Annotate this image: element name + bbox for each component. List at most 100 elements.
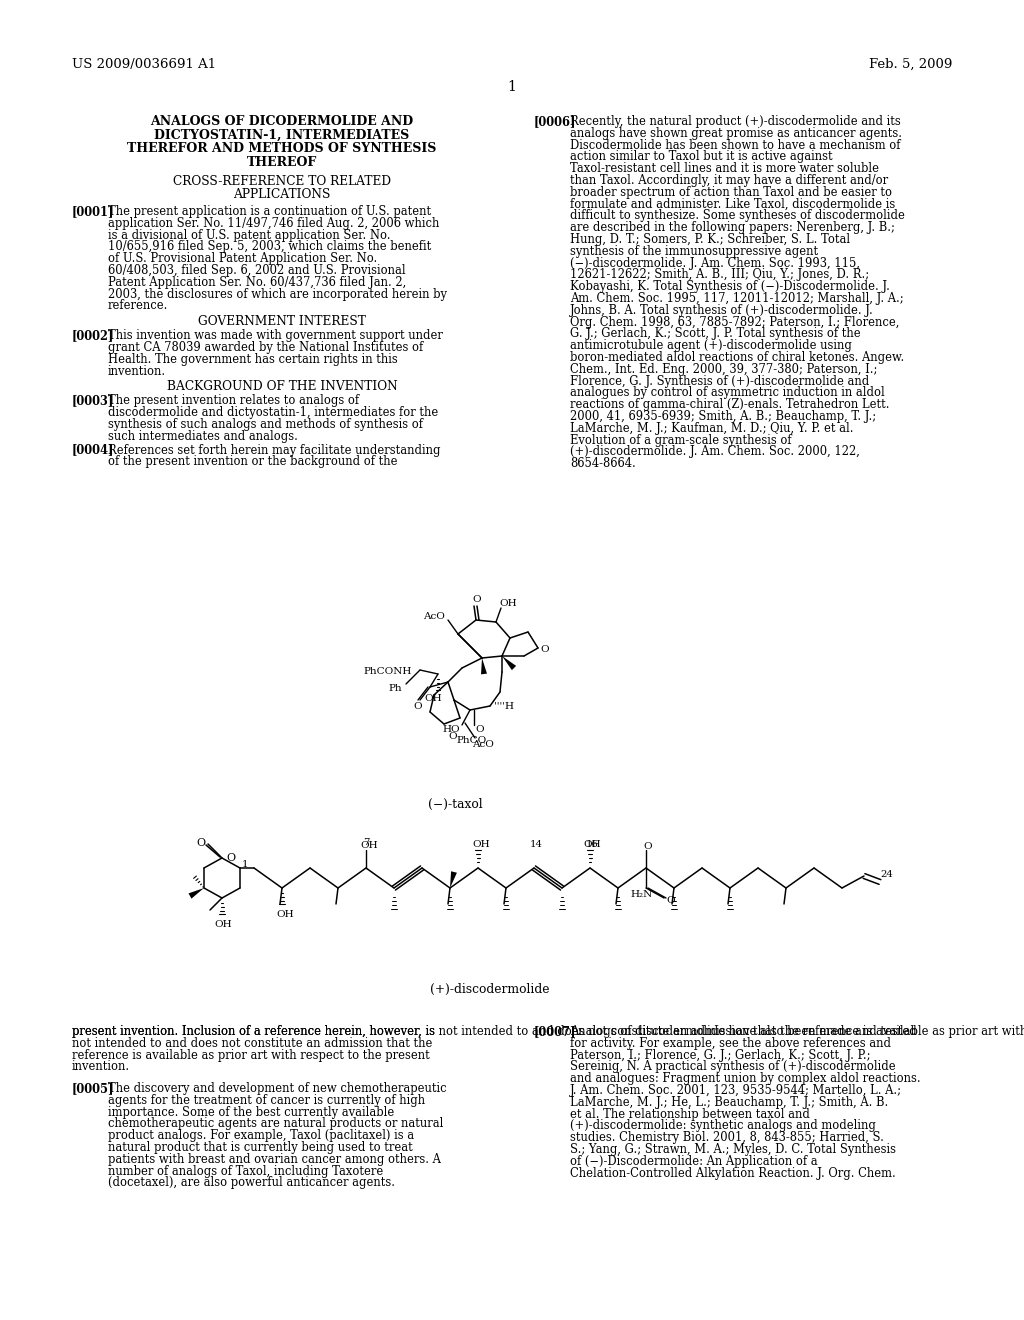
Text: Florence, G. J. Synthesis of (+)-discodermolide and: Florence, G. J. Synthesis of (+)-discode… bbox=[570, 375, 869, 388]
Text: Recently, the natural product (+)-discodermolide and its: Recently, the natural product (+)-discod… bbox=[570, 115, 901, 128]
Text: [0004]: [0004] bbox=[72, 444, 115, 457]
Text: The discovery and development of new chemotherapeutic: The discovery and development of new che… bbox=[108, 1082, 446, 1096]
Text: synthesis of the immunosuppressive agent: synthesis of the immunosuppressive agent bbox=[570, 244, 818, 257]
Text: Paterson, I.; Florence, G. J.; Gerlach, K.; Scott, J. P.;: Paterson, I.; Florence, G. J.; Gerlach, … bbox=[570, 1048, 870, 1061]
Text: Sereinig, N. A practical synthesis of (+)-discodermolide: Sereinig, N. A practical synthesis of (+… bbox=[570, 1060, 896, 1073]
Text: analogs have shown great promise as anticancer agents.: analogs have shown great promise as anti… bbox=[570, 127, 902, 140]
Text: Patent Application Ser. No. 60/437,736 filed Jan. 2,: Patent Application Ser. No. 60/437,736 f… bbox=[108, 276, 407, 289]
Polygon shape bbox=[502, 656, 516, 671]
Text: present invention. Inclusion of a reference herein, however, is not intended to : present invention. Inclusion of a refere… bbox=[72, 1026, 1024, 1038]
Text: (+)-discodermolide. J. Am. Chem. Soc. 2000, 122,: (+)-discodermolide. J. Am. Chem. Soc. 20… bbox=[570, 445, 860, 458]
Text: agents for the treatment of cancer is currently of high: agents for the treatment of cancer is cu… bbox=[108, 1094, 425, 1106]
Text: reactions of gamma-chiral (Z)-enals. Tetrahedron Lett.: reactions of gamma-chiral (Z)-enals. Tet… bbox=[570, 399, 890, 412]
Text: OH: OH bbox=[472, 840, 489, 849]
Text: of U.S. Provisional Patent Application Ser. No.: of U.S. Provisional Patent Application S… bbox=[108, 252, 377, 265]
Text: for activity. For example, see the above references and: for activity. For example, see the above… bbox=[570, 1036, 891, 1049]
Text: than Taxol. Accordingly, it may have a different and/or: than Taxol. Accordingly, it may have a d… bbox=[570, 174, 888, 187]
Text: 1: 1 bbox=[242, 861, 249, 869]
Text: Health. The government has certain rights in this: Health. The government has certain right… bbox=[108, 352, 397, 366]
Text: [0002]: [0002] bbox=[72, 329, 115, 342]
Text: OH: OH bbox=[360, 841, 378, 850]
Polygon shape bbox=[481, 657, 487, 675]
Text: Evolution of a gram-scale synthesis of: Evolution of a gram-scale synthesis of bbox=[570, 433, 792, 446]
Text: product analogs. For example, Taxol (paclitaxel) is a: product analogs. For example, Taxol (pac… bbox=[108, 1129, 414, 1142]
Text: Analogs of discodermolide have also been made and tested: Analogs of discodermolide have also been… bbox=[570, 1026, 916, 1038]
Text: (+)-discodermolide: (+)-discodermolide bbox=[430, 983, 550, 997]
Text: present invention. Inclusion of a reference herein, however, is: present invention. Inclusion of a refere… bbox=[72, 1026, 435, 1038]
Text: Ph: Ph bbox=[388, 684, 401, 693]
Text: Taxol-resistant cell lines and it is more water soluble: Taxol-resistant cell lines and it is mor… bbox=[570, 162, 879, 176]
Polygon shape bbox=[450, 871, 457, 888]
Text: O: O bbox=[472, 595, 480, 605]
Text: OH: OH bbox=[499, 599, 517, 609]
Text: 16: 16 bbox=[586, 840, 599, 849]
Text: [0003]: [0003] bbox=[72, 395, 115, 408]
Text: formulate and administer. Like Taxol, discodermolide is: formulate and administer. Like Taxol, di… bbox=[570, 198, 895, 211]
Text: G. J.; Gerlach, K.; Scott, J. P. Total synthesis of the: G. J.; Gerlach, K.; Scott, J. P. Total s… bbox=[570, 327, 860, 341]
Text: and analogues: Fragment union by complex aldol reactions.: and analogues: Fragment union by complex… bbox=[570, 1072, 921, 1085]
Text: 24: 24 bbox=[880, 870, 893, 879]
Text: The present invention relates to analogs of: The present invention relates to analogs… bbox=[108, 395, 359, 408]
Text: AcO: AcO bbox=[472, 741, 494, 748]
Text: O: O bbox=[643, 842, 651, 851]
Text: importance. Some of the best currently available: importance. Some of the best currently a… bbox=[108, 1106, 394, 1118]
Text: AcO: AcO bbox=[423, 612, 444, 620]
Text: H₂N: H₂N bbox=[630, 890, 652, 899]
Text: References set forth herein may facilitate understanding: References set forth herein may facilita… bbox=[108, 444, 440, 457]
Text: antimicrotubule agent (+)-discodermolide using: antimicrotubule agent (+)-discodermolide… bbox=[570, 339, 852, 352]
Text: O: O bbox=[196, 838, 205, 847]
Text: O: O bbox=[666, 896, 675, 906]
Text: 2000, 41, 6935-6939; Smith, A. B.; Beauchamp, T. J.;: 2000, 41, 6935-6939; Smith, A. B.; Beauc… bbox=[570, 411, 877, 422]
Text: 12621-12622; Smith, A. B., III; Qiu, Y.; Jones, D. R.;: 12621-12622; Smith, A. B., III; Qiu, Y.;… bbox=[570, 268, 869, 281]
Polygon shape bbox=[188, 888, 204, 899]
Text: OH: OH bbox=[276, 909, 294, 919]
Text: analogues by control of asymmetric induction in aldol: analogues by control of asymmetric induc… bbox=[570, 387, 885, 400]
Text: Discodermolide has been shown to have a mechanism of: Discodermolide has been shown to have a … bbox=[570, 139, 900, 152]
Text: [0007]: [0007] bbox=[534, 1026, 577, 1038]
Text: boron-mediated aldol reactions of chiral ketones. Angew.: boron-mediated aldol reactions of chiral… bbox=[570, 351, 904, 364]
Text: OH: OH bbox=[214, 920, 231, 929]
Text: 60/408,503, filed Sep. 6, 2002 and U.S. Provisional: 60/408,503, filed Sep. 6, 2002 and U.S. … bbox=[108, 264, 406, 277]
Text: 14: 14 bbox=[530, 840, 543, 849]
Text: ANALOGS OF DICODERMOLIDE AND: ANALOGS OF DICODERMOLIDE AND bbox=[151, 115, 414, 128]
Text: O: O bbox=[540, 645, 549, 653]
Text: Feb. 5, 2009: Feb. 5, 2009 bbox=[868, 58, 952, 71]
Text: chemotherapeutic agents are natural products or natural: chemotherapeutic agents are natural prod… bbox=[108, 1118, 443, 1130]
Text: O: O bbox=[449, 733, 457, 741]
Text: CROSS-REFERENCE TO RELATED: CROSS-REFERENCE TO RELATED bbox=[173, 176, 391, 187]
Text: not intended to and does not constitute an admission that the: not intended to and does not constitute … bbox=[72, 1036, 432, 1049]
Text: Chem., Int. Ed. Eng. 2000, 39, 377-380; Paterson, I.;: Chem., Int. Ed. Eng. 2000, 39, 377-380; … bbox=[570, 363, 878, 376]
Text: Kobayashi, K. Total Synthesis of (−)-Discodermolide. J.: Kobayashi, K. Total Synthesis of (−)-Dis… bbox=[570, 280, 890, 293]
Text: Am. Chem. Soc. 1995, 117, 12011-12012; Marshall, J. A.;: Am. Chem. Soc. 1995, 117, 12011-12012; M… bbox=[570, 292, 903, 305]
Text: patients with breast and ovarian cancer among others. A: patients with breast and ovarian cancer … bbox=[108, 1152, 441, 1166]
Text: number of analogs of Taxol, including Taxotere: number of analogs of Taxol, including Ta… bbox=[108, 1164, 383, 1177]
Text: discodermolide and dictyostatin-1, intermediates for the: discodermolide and dictyostatin-1, inter… bbox=[108, 407, 438, 420]
Text: 8654-8664.: 8654-8664. bbox=[570, 457, 636, 470]
Text: THEREOF: THEREOF bbox=[247, 156, 317, 169]
Text: 2003, the disclosures of which are incorporated herein by: 2003, the disclosures of which are incor… bbox=[108, 288, 447, 301]
Text: Hung, D. T.; Somers, P. K.; Schreiber, S. L. Total: Hung, D. T.; Somers, P. K.; Schreiber, S… bbox=[570, 234, 850, 246]
Text: invention.: invention. bbox=[72, 1060, 130, 1073]
Text: application Ser. No. 11/497,746 filed Aug. 2, 2006 which: application Ser. No. 11/497,746 filed Au… bbox=[108, 216, 439, 230]
Text: 1: 1 bbox=[508, 81, 516, 94]
Text: BACKGROUND OF THE INVENTION: BACKGROUND OF THE INVENTION bbox=[167, 380, 397, 393]
Text: 10/655,916 filed Sep. 5, 2003, which claims the benefit: 10/655,916 filed Sep. 5, 2003, which cla… bbox=[108, 240, 431, 253]
Text: difficult to synthesize. Some syntheses of discodermolide: difficult to synthesize. Some syntheses … bbox=[570, 210, 905, 222]
Text: synthesis of such analogs and methods of synthesis of: synthesis of such analogs and methods of… bbox=[108, 418, 423, 432]
Text: (−)-discodermolide. J. Am. Chem. Soc. 1993, 115,: (−)-discodermolide. J. Am. Chem. Soc. 19… bbox=[570, 256, 860, 269]
Text: Org. Chem. 1998, 63, 7885-7892; Paterson, I.; Florence,: Org. Chem. 1998, 63, 7885-7892; Paterson… bbox=[570, 315, 899, 329]
Text: natural product that is currently being used to treat: natural product that is currently being … bbox=[108, 1140, 413, 1154]
Text: are described in the following papers: Nerenberg, J. B.;: are described in the following papers: N… bbox=[570, 222, 895, 234]
Text: 7: 7 bbox=[362, 838, 370, 847]
Text: PhCONH: PhCONH bbox=[362, 667, 412, 676]
Text: (−)-taxol: (−)-taxol bbox=[428, 799, 482, 810]
Text: Johns, B. A. Total synthesis of (+)-discodermolide. J.: Johns, B. A. Total synthesis of (+)-disc… bbox=[570, 304, 873, 317]
Text: S.; Yang, G.; Strawn, M. A.; Myles, D. C. Total Synthesis: S.; Yang, G.; Strawn, M. A.; Myles, D. C… bbox=[570, 1143, 896, 1156]
Text: O: O bbox=[226, 853, 236, 863]
Text: O: O bbox=[413, 702, 422, 711]
Text: of the present invention or the background of the: of the present invention or the backgrou… bbox=[108, 455, 397, 469]
Text: PhCO: PhCO bbox=[456, 737, 486, 744]
Text: LaMarche, M. J.; He, L.; Beauchamp, T. J.; Smith, A. B.: LaMarche, M. J.; He, L.; Beauchamp, T. J… bbox=[570, 1096, 888, 1109]
Text: [0005]: [0005] bbox=[72, 1082, 115, 1096]
Text: et al. The relationship between taxol and: et al. The relationship between taxol an… bbox=[570, 1107, 810, 1121]
